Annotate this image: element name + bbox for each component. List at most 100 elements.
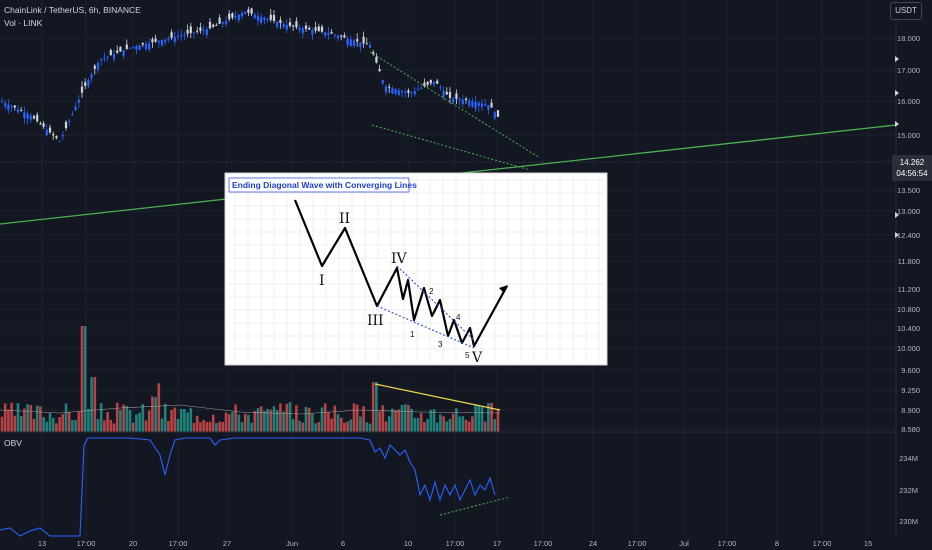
volume-bar: [7, 409, 10, 432]
volume-bar: [467, 421, 471, 432]
candle-body: [77, 99, 80, 103]
volume-bar: [327, 411, 330, 432]
candle-body: [272, 14, 276, 21]
volume-bar: [48, 412, 52, 432]
price-tick-label: 13.500: [897, 186, 920, 195]
price-tick-label: 11.800: [898, 257, 920, 266]
volume-bar: [336, 414, 340, 432]
candle-body: [170, 32, 173, 38]
volume-bar: [183, 409, 186, 432]
volume-bar: [122, 404, 125, 432]
sub-label-2: 2: [429, 287, 434, 296]
volume-bar: [490, 402, 493, 432]
obv-trendline: [439, 496, 511, 516]
candle-body: [458, 99, 461, 101]
price-tick-label: 16.000: [897, 97, 920, 106]
candle-body: [324, 32, 327, 36]
symbol-title[interactable]: ChainLink / TetherUS, 6h, BINANCE: [4, 5, 141, 15]
price-tick-label: 17.000: [897, 66, 920, 75]
time-tick-label: 20: [129, 539, 137, 548]
candle-body: [496, 110, 500, 117]
volume-bar: [67, 411, 71, 432]
candle-body: [20, 109, 23, 111]
candle-body: [423, 82, 426, 87]
candle-body: [413, 90, 416, 95]
volume-bar: [227, 414, 231, 432]
candle-body: [135, 46, 138, 50]
candle-body: [176, 36, 180, 38]
volume-bar: [429, 409, 433, 432]
volume-bar: [35, 405, 39, 432]
candle-body: [48, 127, 52, 133]
candle-body: [180, 35, 183, 37]
candle-body: [292, 25, 295, 27]
volume-bar: [291, 419, 295, 432]
candle-body: [468, 100, 471, 106]
volume-bar: [304, 406, 308, 432]
volume-bar: [189, 408, 193, 432]
candle-body: [167, 38, 170, 40]
volume-bar: [186, 412, 189, 432]
volume-bar: [355, 404, 359, 432]
candle-body: [269, 14, 272, 20]
volume-bar: [103, 420, 106, 432]
candle-body: [378, 68, 381, 72]
volume-bar: [397, 409, 401, 432]
candle-body: [391, 88, 394, 94]
obv-label[interactable]: OBV: [4, 438, 22, 448]
candle-body: [381, 80, 384, 84]
volume-bar: [368, 423, 372, 432]
volume-bar: [458, 416, 461, 432]
volume-bar: [179, 408, 183, 432]
volume-bar: [231, 412, 234, 432]
volume-bar: [131, 422, 135, 432]
volume-bar: [487, 403, 490, 432]
candle-body: [103, 57, 106, 59]
volume-bar: [202, 419, 205, 432]
candle-body: [375, 56, 378, 63]
volume-bar: [298, 420, 301, 432]
volume-bar: [211, 414, 215, 432]
diagonal-upper-line: [369, 51, 541, 159]
candle-body: [311, 30, 314, 35]
candle-body: [39, 123, 42, 125]
candle-body: [429, 79, 432, 84]
candle-body: [58, 140, 61, 142]
volume-bar: [343, 422, 346, 432]
candle-body: [384, 86, 388, 93]
bar-countdown: 04:56:54: [896, 169, 928, 178]
candle-body: [122, 50, 125, 56]
volume-bar: [138, 412, 141, 432]
volume-bar: [320, 407, 324, 432]
volume-bar: [58, 417, 61, 432]
volume-bar: [394, 410, 397, 432]
time-tick-label: 17:00: [169, 539, 188, 548]
candle-body: [144, 43, 148, 49]
candle-body: [4, 102, 7, 107]
candle-body: [490, 102, 493, 108]
volume-label[interactable]: Vol · LINK: [4, 18, 43, 28]
obv-axis: 234M 232M 230M: [899, 454, 918, 526]
volume-bar: [365, 422, 369, 432]
time-tick-label: 17:00: [718, 539, 737, 548]
volume-bar: [483, 421, 487, 432]
volume-bar: [423, 422, 426, 432]
time-tick-label: 6: [341, 539, 345, 548]
price-tick-label: 11.200: [898, 285, 920, 294]
candle-body: [359, 42, 362, 47]
candle-body: [45, 129, 48, 136]
sub-label-4: 4: [456, 313, 461, 322]
volume-bar: [445, 421, 449, 432]
quote-currency-button[interactable]: USDT: [890, 2, 922, 20]
volume-bar: [269, 409, 273, 432]
candle-body: [10, 106, 13, 108]
volume-bar: [71, 420, 74, 432]
candle-body: [471, 101, 474, 107]
candle-body: [343, 35, 346, 38]
volume-bar: [87, 409, 90, 432]
candle-body: [288, 22, 292, 27]
volume-bar: [279, 403, 282, 432]
candle-body: [320, 26, 324, 32]
axis-arrow-icon: [895, 212, 899, 218]
